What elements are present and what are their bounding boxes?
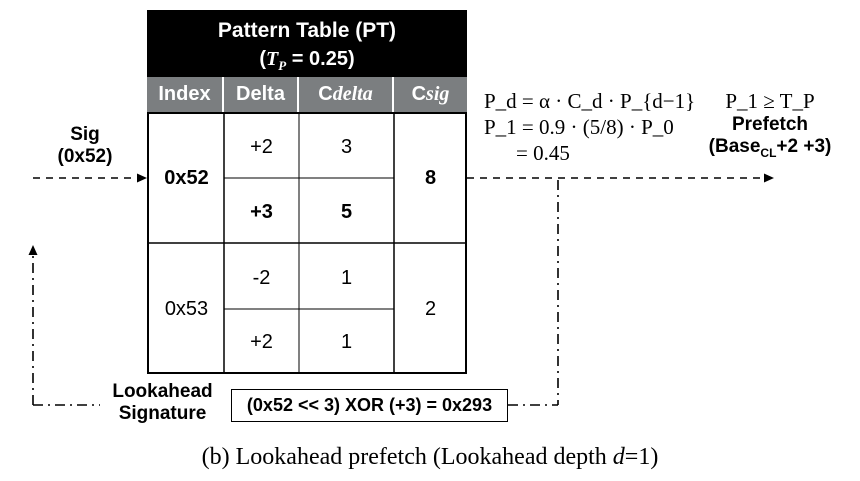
xor-expression-box: (0x52 << 3) XOR (+3) = 0x293: [231, 389, 508, 422]
table-grid-lines: [147, 112, 467, 374]
prefetch-block: P_1 ≥ T_P Prefetch (BaseCL+2 +3): [690, 88, 850, 164]
threshold-var: T: [266, 48, 279, 70]
probability-formula: P_d = α · C_d · P_{d−1} P_1 = 0.9 · (5/8…: [484, 88, 695, 166]
col-header-index: Index: [147, 77, 224, 112]
col-header-delta: Delta: [224, 77, 299, 112]
pattern-table-body: 0x52 +2 3 +3 5 8 0x53 -2 1 +2 1 2: [147, 112, 467, 374]
row1-csig: 8: [424, 167, 437, 189]
sig-label-line1: Sig: [70, 124, 100, 145]
cdelta-rest: delta: [332, 83, 373, 105]
threshold-label: (TP = 0.25): [259, 48, 355, 73]
lookahead-line1: Lookahead: [112, 381, 213, 402]
formula-line3: = 0.45: [516, 141, 570, 165]
row2-entry2-cdelta: 1: [340, 331, 353, 353]
csig-rest: sig: [426, 83, 450, 105]
prefetch-base-prefix: (Base: [708, 136, 761, 157]
row2-index: 0x53: [164, 298, 209, 320]
pattern-table-title: Pattern Table (PT): [217, 19, 397, 42]
row1-entry1-cdelta: 3: [340, 136, 353, 158]
col-header-cdelta: Cdelta: [299, 77, 394, 112]
sig-label: Sig (0x52): [40, 124, 130, 168]
lookahead-signature-label: Lookahead Signature: [100, 381, 225, 425]
row2-csig: 2: [424, 298, 437, 320]
sig-arrowhead: [137, 173, 147, 183]
caption-prefix: (b) Lookahead prefetch (Lookahead depth: [201, 444, 613, 470]
csig-c: C: [411, 83, 427, 105]
prefetch-base-sub: CL: [760, 145, 777, 160]
row1-entry2-cdelta: 5: [340, 201, 353, 223]
row1-entry1-delta: +2: [250, 136, 273, 158]
prefetch-condition: P_1 ≥ T_P: [725, 89, 815, 113]
row1-entry2-delta: +3: [250, 201, 273, 223]
prefetch-base-suffix: +2 +3): [776, 136, 832, 157]
threshold-value: = 0.25: [286, 48, 348, 70]
formula-line1: P_d = α · C_d · P_{d−1}: [484, 89, 696, 113]
cdelta-c: C: [318, 83, 333, 105]
row1-index: 0x52: [164, 167, 209, 189]
col-header-csig: Csig: [394, 77, 467, 112]
row2-entry1-delta: -2: [252, 267, 271, 289]
sig-label-line2: (0x52): [57, 146, 113, 167]
feedback-arrowhead: [28, 245, 38, 255]
caption-suffix: =1): [624, 444, 659, 470]
pattern-table-header: Pattern Table (PT) (TP = 0.25): [147, 10, 467, 77]
prefetch-arrowhead: [764, 173, 774, 183]
row2-entry1-cdelta: 1: [340, 267, 353, 289]
lookahead-line2: Signature: [118, 403, 207, 424]
caption-var: d: [612, 444, 625, 470]
figure-caption: (b) Lookahead prefetch (Lookahead depth …: [0, 444, 860, 471]
column-header-row: Index Delta Cdelta Csig: [147, 77, 467, 112]
formula-line2: P_1 = 0.9 · (5/8) · P_0: [484, 115, 674, 139]
row2-entry2-delta: +2: [250, 331, 273, 353]
prefetch-label: Prefetch: [731, 114, 809, 135]
threshold-sub: P: [278, 58, 287, 73]
prefetch-base: (BaseCL+2 +3): [690, 136, 850, 164]
